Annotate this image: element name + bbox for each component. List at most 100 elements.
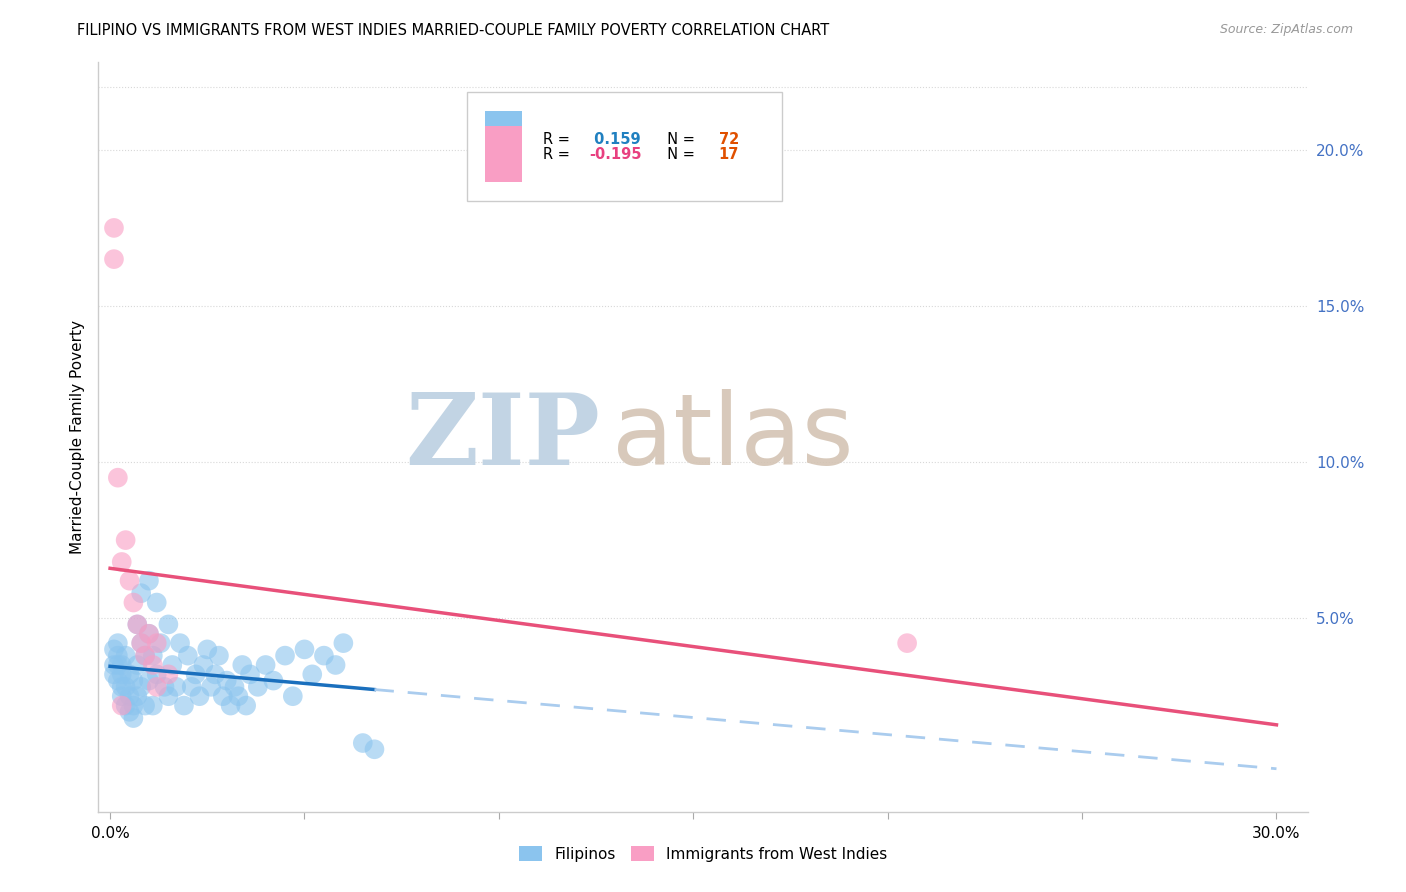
Point — [180, 680, 202, 694]
Point — [127, 617, 149, 632]
Point — [122, 698, 145, 713]
FancyBboxPatch shape — [485, 126, 522, 182]
Text: R =: R = — [543, 132, 575, 147]
Text: 0.159: 0.159 — [589, 132, 641, 147]
Point — [169, 636, 191, 650]
Point — [157, 617, 180, 632]
Point — [111, 555, 134, 569]
Point — [129, 636, 152, 650]
Point — [118, 689, 141, 703]
Point — [165, 680, 187, 694]
Point — [103, 667, 125, 681]
Point — [157, 667, 180, 681]
Point — [134, 698, 156, 713]
Point — [107, 648, 129, 663]
Point — [246, 680, 269, 694]
Point — [103, 221, 125, 235]
Point — [111, 680, 134, 694]
Point — [129, 586, 152, 600]
Point — [211, 689, 233, 703]
Point — [114, 698, 136, 713]
Point — [122, 711, 145, 725]
Point — [352, 736, 374, 750]
Point — [281, 689, 304, 703]
Point — [204, 667, 226, 681]
Point — [107, 658, 129, 673]
Text: N =: N = — [658, 146, 700, 161]
Point — [142, 658, 165, 673]
FancyBboxPatch shape — [467, 93, 782, 201]
Point — [219, 698, 242, 713]
Text: ZIP: ZIP — [405, 389, 600, 485]
Point — [127, 689, 149, 703]
Point — [363, 742, 385, 756]
Point — [111, 698, 134, 713]
Point — [111, 667, 134, 681]
Point — [173, 698, 195, 713]
Point — [332, 636, 354, 650]
Point — [107, 471, 129, 485]
Point — [145, 636, 167, 650]
Point — [134, 648, 156, 663]
Point — [118, 705, 141, 719]
Text: FILIPINO VS IMMIGRANTS FROM WEST INDIES MARRIED-COUPLE FAMILY POVERTY CORRELATIO: FILIPINO VS IMMIGRANTS FROM WEST INDIES … — [77, 23, 830, 38]
Point — [103, 642, 125, 657]
Point — [114, 648, 136, 663]
Point — [107, 673, 129, 688]
Point — [145, 667, 167, 681]
Point — [215, 673, 238, 688]
Point — [138, 627, 160, 641]
Point — [301, 667, 323, 681]
Point — [896, 636, 918, 650]
Y-axis label: Married-Couple Family Poverty: Married-Couple Family Poverty — [69, 320, 84, 554]
Point — [127, 658, 149, 673]
Point — [177, 648, 200, 663]
Point — [118, 667, 141, 681]
Text: 17: 17 — [718, 146, 740, 161]
Point — [114, 533, 136, 548]
Point — [228, 689, 250, 703]
Point — [138, 574, 160, 588]
Point — [118, 574, 141, 588]
Point — [325, 658, 347, 673]
Text: 72: 72 — [718, 132, 740, 147]
Point — [129, 680, 152, 694]
Point — [142, 698, 165, 713]
Point — [200, 680, 222, 694]
Point — [114, 680, 136, 694]
Point — [312, 648, 335, 663]
Point — [224, 680, 246, 694]
Point — [195, 642, 218, 657]
Point — [235, 698, 257, 713]
Point — [274, 648, 297, 663]
Point — [122, 673, 145, 688]
Point — [231, 658, 253, 673]
Point — [262, 673, 284, 688]
Point — [138, 627, 160, 641]
Point — [138, 673, 160, 688]
Point — [254, 658, 277, 673]
Text: Source: ZipAtlas.com: Source: ZipAtlas.com — [1219, 23, 1353, 37]
Point — [162, 658, 184, 673]
Point — [103, 658, 125, 673]
Point — [103, 252, 125, 266]
Legend: Filipinos, Immigrants from West Indies: Filipinos, Immigrants from West Indies — [513, 839, 893, 868]
Point — [188, 689, 211, 703]
Point — [294, 642, 316, 657]
Point — [107, 636, 129, 650]
Point — [153, 680, 176, 694]
Point — [145, 680, 167, 694]
Point — [145, 596, 167, 610]
Text: atlas: atlas — [613, 389, 853, 485]
Point — [193, 658, 215, 673]
FancyBboxPatch shape — [485, 112, 522, 168]
Point — [184, 667, 207, 681]
Point — [129, 636, 152, 650]
Point — [149, 636, 172, 650]
Point — [239, 667, 262, 681]
Point — [122, 596, 145, 610]
Text: R =: R = — [543, 146, 575, 161]
Point — [111, 689, 134, 703]
Point — [208, 648, 231, 663]
Point — [134, 648, 156, 663]
